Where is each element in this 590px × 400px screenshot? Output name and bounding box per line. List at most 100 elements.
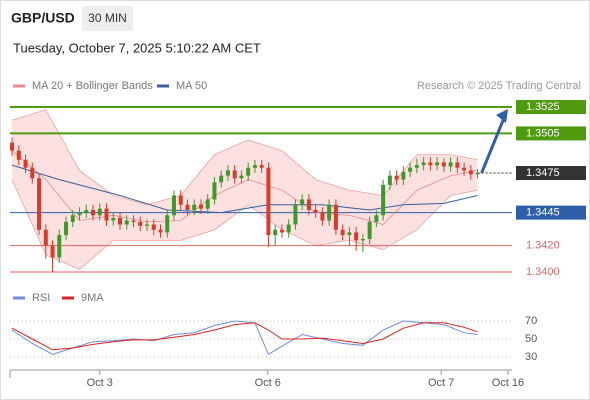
symbol: GBP/USD (11, 10, 75, 26)
candle-body (381, 184, 386, 216)
candle-body (387, 175, 392, 185)
candle-body (84, 209, 89, 213)
candle-body (111, 217, 116, 221)
candle-body (408, 167, 413, 172)
candle-body (185, 204, 190, 210)
candle-body (347, 232, 352, 236)
candle-body (293, 204, 298, 225)
bollinger-fill (12, 109, 478, 270)
forecast-arrowhead (496, 109, 508, 124)
candle-body (104, 208, 109, 221)
candle-body (158, 229, 163, 233)
candle-body (118, 217, 122, 225)
bollinger-upper (11, 109, 478, 206)
x-tick-label: Oct 16 (492, 377, 524, 389)
legend-label: MA 20 + Bollinger Bands (32, 80, 153, 92)
level-box (516, 166, 586, 181)
candle-body (421, 162, 426, 166)
candle-body (30, 167, 35, 179)
legend-label: 9MA (81, 292, 104, 304)
level-box (516, 205, 586, 220)
candle-body (435, 162, 440, 166)
candle-body (10, 142, 15, 151)
level-label: 1.3420 (526, 240, 560, 252)
candle-body (252, 165, 257, 168)
bollinger-lower (11, 179, 478, 270)
candle-body (354, 232, 359, 241)
candle-body (246, 167, 251, 176)
candle-body (333, 204, 338, 230)
candle-body (131, 220, 136, 222)
candle-body (50, 245, 55, 258)
candle-body (91, 209, 96, 216)
candle-body (198, 204, 203, 209)
candle-body (360, 239, 365, 241)
candle-body (151, 224, 156, 230)
candle-body (64, 221, 69, 236)
candle-body (16, 150, 21, 160)
candle-body (239, 175, 244, 179)
candle-body (178, 195, 183, 205)
candle-body (124, 220, 129, 225)
y-tick-label: 30 (525, 351, 537, 363)
level-label: 1.3505 (526, 127, 560, 139)
level-label: 1.3525 (526, 101, 560, 113)
candle-body (171, 195, 176, 216)
candle-body (428, 162, 433, 166)
forecast-arrow (480, 117, 506, 174)
candle-body (441, 162, 446, 167)
candle-body (70, 215, 75, 222)
candle-body (374, 215, 379, 222)
candle-body (37, 178, 42, 230)
candle-body (165, 215, 170, 233)
candle-body (192, 204, 197, 210)
interval-box (82, 6, 133, 31)
candle-body (43, 229, 48, 246)
candle-body (77, 212, 82, 216)
candle-body (455, 162, 460, 168)
candle-body (97, 208, 102, 216)
candle-body (205, 199, 210, 209)
candle-body (401, 171, 406, 180)
level-label: 1.3400 (526, 266, 560, 278)
credit: Research © 2025 Trading Central (417, 80, 581, 92)
candle-body (259, 165, 264, 168)
candle-body (23, 159, 28, 168)
y-tick-label: 50 (525, 333, 537, 345)
x-tick-label: Oct 7 (428, 377, 454, 389)
x-tick-label: Oct 6 (255, 377, 281, 389)
candle-body (320, 212, 325, 221)
candle-body (475, 173, 480, 175)
x-tick-label: Oct 3 (87, 377, 113, 389)
timestamp: Tuesday, October 7, 2025 5:10:22 AM CET (13, 40, 261, 55)
candle-body (306, 199, 311, 210)
legend-label: RSI (32, 292, 50, 304)
y-tick-label: 70 (525, 315, 537, 327)
candle-body (144, 224, 149, 226)
candle-body (340, 229, 345, 236)
candle-body (448, 162, 453, 167)
candle-body (327, 204, 332, 221)
candle-body (462, 167, 467, 171)
level-label: 1.3475 (526, 167, 560, 179)
level-box (516, 126, 586, 141)
candle-body (414, 165, 419, 168)
candle-body (138, 221, 143, 226)
candle-body (300, 199, 305, 205)
level-label: 1.3445 (526, 207, 560, 219)
candle-body (313, 209, 318, 213)
candle-body (394, 175, 399, 180)
candle-body (232, 170, 237, 179)
level-box (516, 100, 586, 115)
rsi-line (11, 322, 478, 351)
candle-body (212, 182, 217, 200)
candle-body (367, 221, 372, 240)
legend-label: MA 50 (176, 80, 207, 92)
candle-body (468, 170, 473, 175)
candle-body (219, 175, 224, 183)
candle-body (279, 229, 284, 233)
candle-body (286, 224, 291, 233)
candle-body (273, 229, 278, 236)
interval: 30 MIN (88, 11, 127, 25)
